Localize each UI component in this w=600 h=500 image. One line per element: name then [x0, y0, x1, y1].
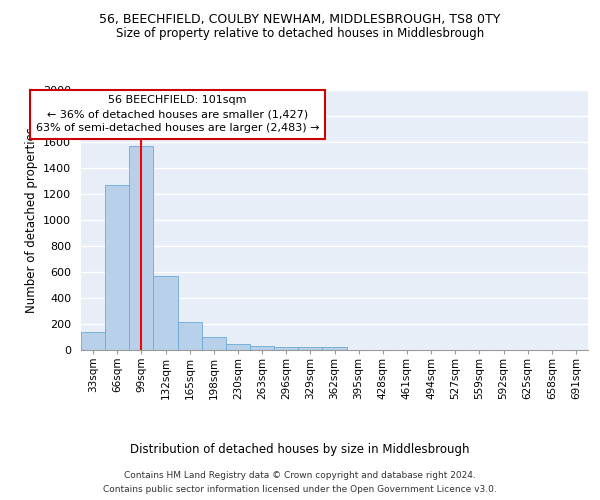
Text: Contains HM Land Registry data © Crown copyright and database right 2024.: Contains HM Land Registry data © Crown c…: [124, 471, 476, 480]
Y-axis label: Number of detached properties: Number of detached properties: [25, 127, 38, 313]
Text: Contains public sector information licensed under the Open Government Licence v3: Contains public sector information licen…: [103, 485, 497, 494]
Bar: [250, 346, 274, 350]
Bar: [81, 332, 105, 350]
Bar: [202, 337, 226, 350]
Bar: [322, 348, 347, 350]
Bar: [105, 185, 129, 350]
Bar: [154, 276, 178, 350]
Text: 56 BEECHFIELD: 101sqm
← 36% of detached houses are smaller (1,427)
63% of semi-d: 56 BEECHFIELD: 101sqm ← 36% of detached …: [36, 95, 319, 133]
Bar: [178, 322, 202, 350]
Text: 56, BEECHFIELD, COULBY NEWHAM, MIDDLESBROUGH, TS8 0TY: 56, BEECHFIELD, COULBY NEWHAM, MIDDLESBR…: [100, 12, 500, 26]
Text: Distribution of detached houses by size in Middlesbrough: Distribution of detached houses by size …: [130, 442, 470, 456]
Bar: [274, 348, 298, 350]
Bar: [129, 146, 154, 350]
Bar: [298, 348, 322, 350]
Bar: [226, 344, 250, 350]
Text: Size of property relative to detached houses in Middlesbrough: Size of property relative to detached ho…: [116, 28, 484, 40]
